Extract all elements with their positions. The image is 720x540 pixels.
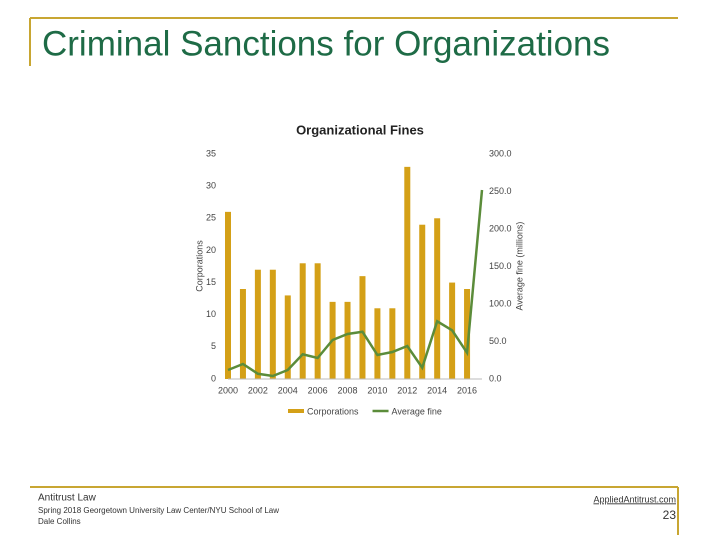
y2-tick-label: 200.0	[489, 223, 512, 233]
x-tick-label: 2004	[278, 385, 298, 395]
bar	[269, 269, 276, 379]
footer-text: Antitrust Law	[38, 493, 97, 504]
y-axis-title: Corporations	[194, 240, 204, 292]
legend-label: Corporations	[307, 406, 359, 416]
bar	[359, 276, 366, 379]
y-tick-label: 5	[211, 341, 216, 351]
bar	[389, 308, 396, 379]
bar	[239, 289, 246, 379]
bar	[254, 269, 261, 379]
x-tick-label: 2010	[367, 385, 387, 395]
y2-tick-label: 100.0	[489, 298, 512, 308]
y-tick-label: 15	[206, 277, 216, 287]
bar	[434, 218, 441, 379]
y-tick-label: 10	[206, 309, 216, 319]
y-tick-label: 25	[206, 213, 216, 223]
y2-tick-label: 250.0	[489, 186, 512, 196]
y-tick-label: 35	[206, 148, 216, 158]
footer-text: Dale Collins	[38, 517, 81, 526]
footer-text: Spring 2018 Georgetown University Law Ce…	[38, 506, 279, 515]
y2-tick-label: 50.0	[489, 336, 507, 346]
chart-title: Organizational Fines	[296, 122, 424, 137]
x-tick-label: 2006	[308, 385, 328, 395]
legend-label: Average fine	[392, 406, 442, 416]
x-tick-label: 2008	[338, 385, 358, 395]
bar	[284, 295, 291, 379]
line	[227, 189, 484, 378]
y-tick-label: 20	[206, 245, 216, 255]
footer-link[interactable]: AppliedAntitrust.com	[593, 494, 676, 504]
x-tick-label: 2000	[218, 385, 238, 395]
slide-title: Criminal Sanctions for Organizations	[42, 24, 610, 63]
bar	[374, 308, 381, 379]
y-tick-label: 0	[211, 373, 216, 383]
bar	[299, 263, 306, 379]
y2-tick-label: 300.0	[489, 148, 512, 158]
y-tick-label: 30	[206, 181, 216, 191]
x-tick-label: 2012	[397, 385, 417, 395]
x-tick-label: 2002	[248, 385, 268, 395]
bar	[419, 224, 426, 379]
x-tick-label: 2014	[427, 385, 447, 395]
bar	[314, 263, 321, 379]
y2-tick-label: 150.0	[489, 261, 512, 271]
bar	[225, 211, 231, 379]
bar	[464, 289, 471, 379]
x-tick-label: 2016	[457, 385, 477, 395]
legend-swatch	[288, 409, 304, 413]
y2-tick-label: 0.0	[489, 373, 502, 383]
y2-axis-title: Average fine (millions)	[514, 222, 524, 311]
bar	[404, 166, 411, 379]
page-number: 23	[663, 508, 677, 522]
bar	[344, 301, 351, 379]
